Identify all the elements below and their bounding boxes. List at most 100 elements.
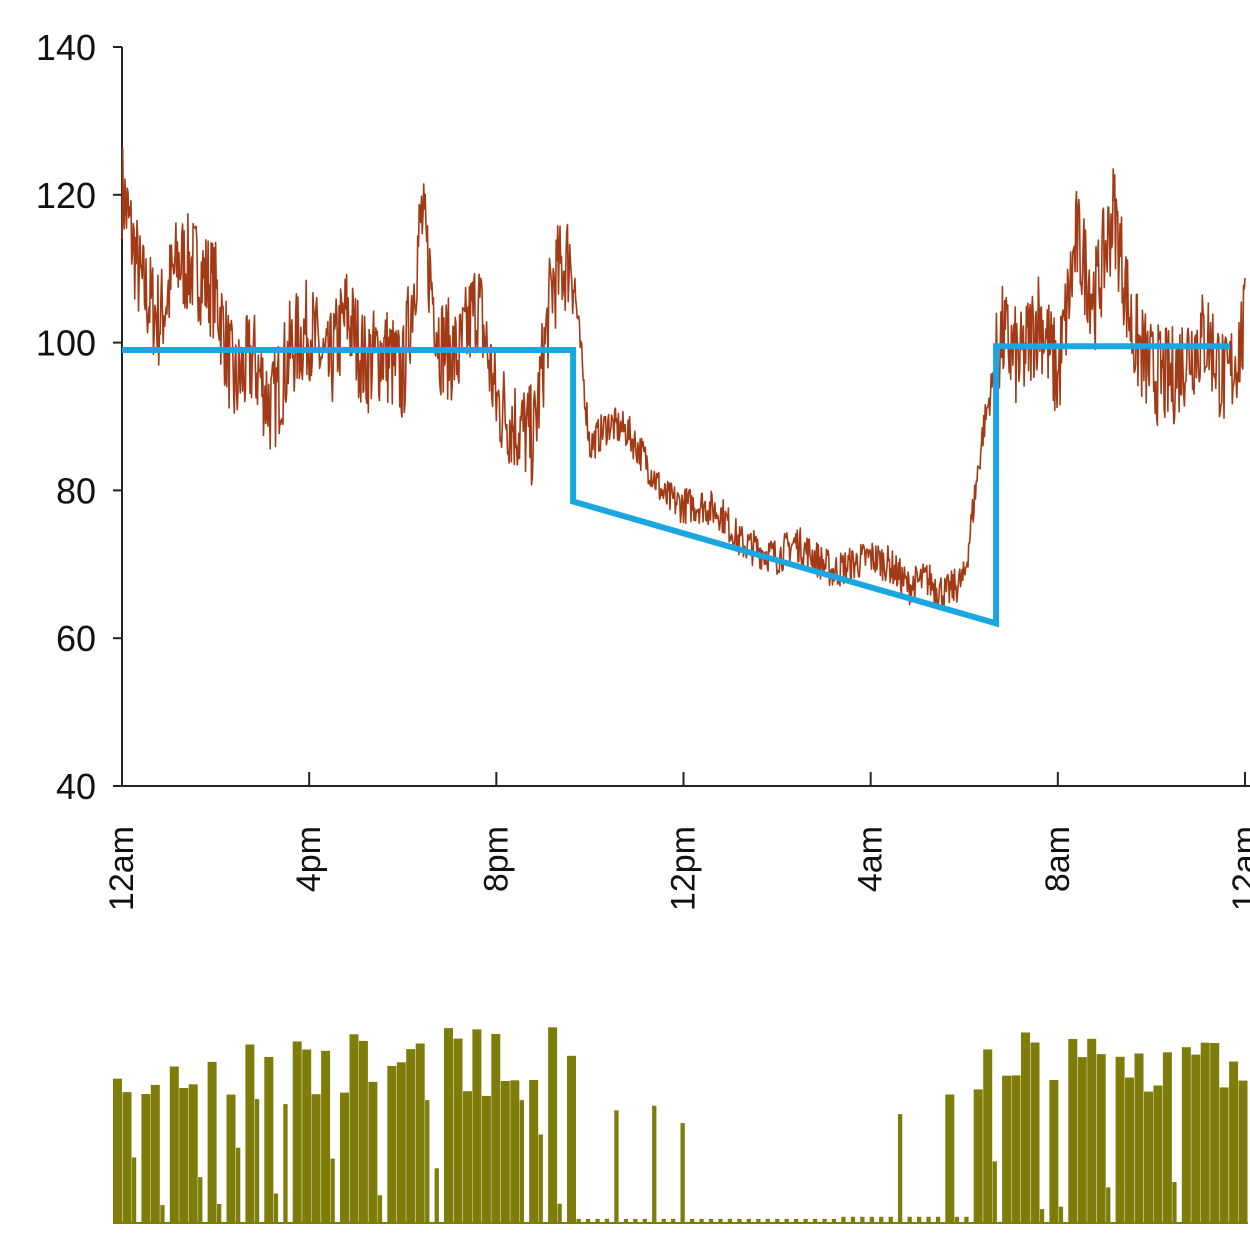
x-axis-ticks: 12am 4pm 8pm 12pm 4am 8am 12am xyxy=(103,772,1250,911)
activity-bar xyxy=(917,1216,922,1223)
activity-bar xyxy=(283,1104,288,1223)
activity-bar xyxy=(245,1044,255,1223)
activity-bar xyxy=(254,1099,260,1223)
activity-bar xyxy=(1200,1042,1210,1223)
x-tick-label: 4pm xyxy=(290,826,328,892)
activity-bar xyxy=(330,1158,335,1223)
activity-bar xyxy=(1058,1206,1064,1223)
y-tick-label: 100 xyxy=(36,323,96,364)
activity-bar xyxy=(604,1218,610,1223)
activity-bar xyxy=(444,1028,453,1223)
activity-bar xyxy=(614,1110,619,1223)
activity-bar xyxy=(661,1218,666,1223)
activity-bar xyxy=(1021,1032,1030,1223)
y-tick-label: 40 xyxy=(56,766,96,807)
activity-bar xyxy=(557,1203,562,1223)
activity-bar xyxy=(727,1218,733,1223)
activity-bar xyxy=(1191,1054,1201,1223)
activity-bar xyxy=(1077,1057,1087,1223)
activity-bar xyxy=(775,1218,780,1223)
activity-bar xyxy=(1162,1052,1172,1223)
activity-bar xyxy=(765,1218,770,1223)
y-tick-label: 120 xyxy=(36,175,96,216)
activity-bar xyxy=(1030,1042,1040,1223)
activity-bar xyxy=(406,1049,416,1223)
activity-bar xyxy=(472,1029,482,1223)
activity-bar xyxy=(198,1177,203,1223)
x-tick-label: 12pm xyxy=(665,826,703,911)
activity-bar xyxy=(898,1114,903,1223)
activity-bar xyxy=(311,1094,321,1223)
activity-chart xyxy=(113,1027,1248,1224)
activity-bar xyxy=(1153,1085,1163,1223)
x-tick-label: 4am xyxy=(852,826,890,892)
activity-bar xyxy=(1125,1077,1134,1223)
activity-bar xyxy=(1011,1075,1021,1223)
activity-bar xyxy=(377,1195,383,1223)
activity-bar xyxy=(642,1218,647,1223)
activity-bar xyxy=(850,1216,856,1223)
x-tick-label: 12am xyxy=(103,826,141,911)
activity-bar xyxy=(945,1094,955,1223)
signal-line xyxy=(121,146,1246,610)
chart-axes xyxy=(121,47,1250,787)
activity-bar xyxy=(150,1084,160,1223)
activity-bar xyxy=(321,1050,331,1223)
activity-bar xyxy=(567,1055,576,1223)
activity-bar xyxy=(907,1216,912,1223)
activity-bar xyxy=(690,1218,695,1223)
activity-bar xyxy=(141,1094,151,1223)
activity-bar xyxy=(869,1216,874,1223)
activity-bar xyxy=(746,1218,751,1223)
activity-bar xyxy=(481,1095,491,1223)
activity-bar xyxy=(888,1216,893,1223)
activity-bar xyxy=(217,1203,222,1223)
activity-bar xyxy=(879,1216,884,1223)
activity-bar xyxy=(292,1041,302,1223)
activity-bar xyxy=(652,1105,657,1223)
activity-bar xyxy=(510,1080,520,1223)
activity-bar xyxy=(548,1027,558,1223)
activity-bar xyxy=(1106,1187,1111,1223)
activity-bar xyxy=(708,1218,714,1223)
activity-bar xyxy=(207,1061,217,1223)
activity-bar xyxy=(226,1094,236,1223)
x-tick-label: 8pm xyxy=(477,826,515,892)
activity-bar xyxy=(737,1218,742,1223)
activity-bar xyxy=(926,1216,931,1223)
activity-bar xyxy=(273,1193,279,1223)
activity-bar xyxy=(1238,1080,1248,1223)
activity-bar xyxy=(1002,1075,1012,1223)
activity-bar xyxy=(425,1100,430,1223)
activity-bar xyxy=(633,1218,638,1223)
y-axis-ticks: 140 120 100 80 60 40 xyxy=(36,27,122,807)
activity-bar xyxy=(1210,1043,1220,1223)
activity-bar xyxy=(1172,1182,1177,1223)
activity-bar xyxy=(1134,1053,1144,1223)
activity-bar xyxy=(1039,1209,1045,1223)
activity-bar xyxy=(812,1218,818,1223)
activity-bar xyxy=(794,1218,799,1223)
activity-bar xyxy=(699,1218,704,1223)
activity-bar xyxy=(671,1218,676,1223)
overlay-line xyxy=(122,343,1230,628)
activity-bar xyxy=(264,1057,274,1223)
activity-bar xyxy=(756,1218,761,1223)
activity-bar xyxy=(538,1134,543,1223)
activity-bar xyxy=(860,1216,865,1223)
activity-bar xyxy=(822,1218,827,1223)
activity-bar xyxy=(1229,1061,1239,1223)
activity-bar xyxy=(500,1081,510,1223)
activity-bar xyxy=(973,1089,983,1223)
activity-bar xyxy=(358,1040,368,1223)
activity-bar xyxy=(349,1034,359,1223)
activity-bar xyxy=(1087,1038,1097,1223)
activity-bar xyxy=(368,1081,378,1223)
overlay-series xyxy=(122,343,1230,628)
activity-bar xyxy=(718,1218,723,1223)
signal-series xyxy=(121,146,1246,610)
activity-bar xyxy=(1219,1087,1229,1223)
activity-bar xyxy=(576,1218,581,1223)
